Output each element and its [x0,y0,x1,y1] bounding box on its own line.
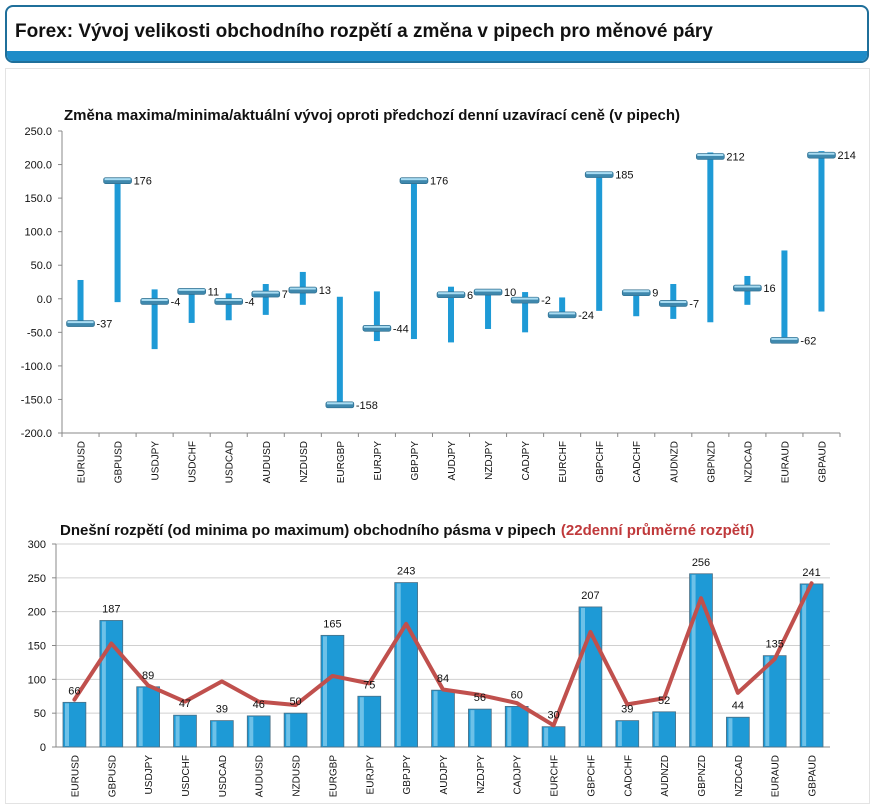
current-marker-highlight [289,287,316,290]
current-marker-highlight [400,178,427,181]
current-marker-highlight [104,178,131,181]
header-accent-bar [7,51,867,61]
current-marker-highlight [808,152,835,155]
x-category-label: NZDCAD [743,441,754,483]
charts-panel [5,68,870,804]
current-value-label: -62 [800,335,816,347]
range-bar-cadjpy [522,292,529,333]
range-bar-cadchf [633,290,640,317]
page-header: Forex: Vývoj velikosti obchodního rozpět… [5,5,869,63]
current-value-label: 7 [282,289,288,301]
current-value-label: 9 [652,288,658,300]
current-marker-highlight [549,312,576,315]
current-marker-highlight [771,337,798,340]
x-category-label: NZDJPY [484,441,495,480]
x-category-label: EURUSD [77,441,88,483]
current-value-label: -37 [97,319,113,331]
current-value-label: -4 [171,296,181,308]
x-category-label: CADCHF [632,441,643,483]
y-tick-label: 0.0 [37,294,52,306]
range-bar-usdchf [188,288,195,323]
range-bar-euraud [781,250,788,342]
current-marker-highlight [141,298,168,301]
current-marker-highlight [660,300,687,303]
current-value-label: 13 [319,285,331,297]
current-value-label: 11 [208,286,219,298]
y-tick-label: -100.0 [21,361,52,373]
range-chart-title: Změna maxima/minima/aktuální vývoj oprot… [64,107,680,124]
current-marker-highlight [363,325,390,328]
range-bar-usdcad [225,293,232,321]
current-value-label: -2 [541,295,551,307]
current-marker-highlight [623,290,650,293]
current-marker-highlight [697,154,724,157]
range-bar-audusd [262,284,269,315]
range-bar-eurgbp [336,296,343,407]
range-bar-gbpchf [596,172,603,311]
x-category-label: EURCHF [558,441,569,483]
current-marker-highlight [67,321,94,324]
y-tick-label: -150.0 [21,394,52,406]
y-tick-label: -200.0 [21,428,52,440]
current-marker-highlight [512,297,539,300]
y-tick-label: 250.0 [24,126,52,138]
x-category-label: CADJPY [521,441,532,481]
range-bar-gbpusd [114,177,121,303]
range-bar-audjpy [448,286,454,343]
range-bar-nzdjpy [485,289,492,329]
y-tick-label: 100.0 [24,227,52,239]
current-value-label: 176 [430,176,448,188]
page-title: Forex: Vývoj velikosti obchodního rozpět… [15,21,713,42]
x-category-label: USDCAD [225,441,236,483]
current-value-label: -44 [393,323,409,335]
range-bar-eurchf [559,297,566,317]
current-marker-highlight [586,172,613,175]
current-value-label: -7 [689,298,699,310]
current-value-label: -4 [245,296,255,308]
x-category-label: GBPJPY [410,441,421,481]
x-category-label: USDCHF [188,441,199,483]
range-bar-eurjpy [373,291,380,342]
x-category-label: AUDNZD [669,441,680,483]
x-category-label: GBPCHF [595,441,606,483]
current-value-label: -24 [578,310,594,322]
current-marker-highlight [326,402,353,405]
range-bar-gbpnzd [707,152,714,323]
x-category-label: EURJPY [373,441,384,481]
range-bar-eurusd [77,279,84,326]
x-category-label: USDJPY [151,441,162,481]
current-value-label: 185 [615,170,633,182]
range-bar-usdjpy [151,289,158,350]
current-marker-highlight [475,289,502,292]
current-value-label: 212 [726,152,744,164]
range-chart: Změna maxima/minima/aktuální vývoj oprot… [21,107,856,484]
x-category-label: AUDJPY [447,441,458,481]
x-category-label: AUDUSD [262,441,273,483]
current-marker-highlight [734,285,761,288]
current-value-label: 10 [504,287,516,299]
y-tick-label: 50.0 [31,260,52,272]
range-bar-gbpjpy [410,177,417,340]
y-tick-label: 150.0 [24,193,52,205]
current-value-label: 214 [837,150,855,162]
current-value-label: 16 [763,283,775,295]
x-category-label: GBPNZD [706,441,717,483]
range-bar-gbpaud [818,151,825,312]
x-category-label: EURGBP [336,441,347,484]
current-marker-highlight [215,298,242,301]
current-marker-highlight [178,288,205,291]
current-value-label: 176 [134,176,152,188]
current-marker-highlight [252,291,279,294]
x-category-label: GBPUSD [114,441,125,483]
y-tick-label: -50.0 [27,327,52,339]
current-value-label: 6 [467,290,473,302]
x-category-label: EURAUD [780,441,791,483]
current-value-label: -158 [356,400,378,412]
current-marker-highlight [438,292,464,295]
x-category-label: NZDUSD [299,441,310,483]
x-category-label: GBPAUD [817,441,828,483]
y-tick-label: 200.0 [24,160,52,172]
